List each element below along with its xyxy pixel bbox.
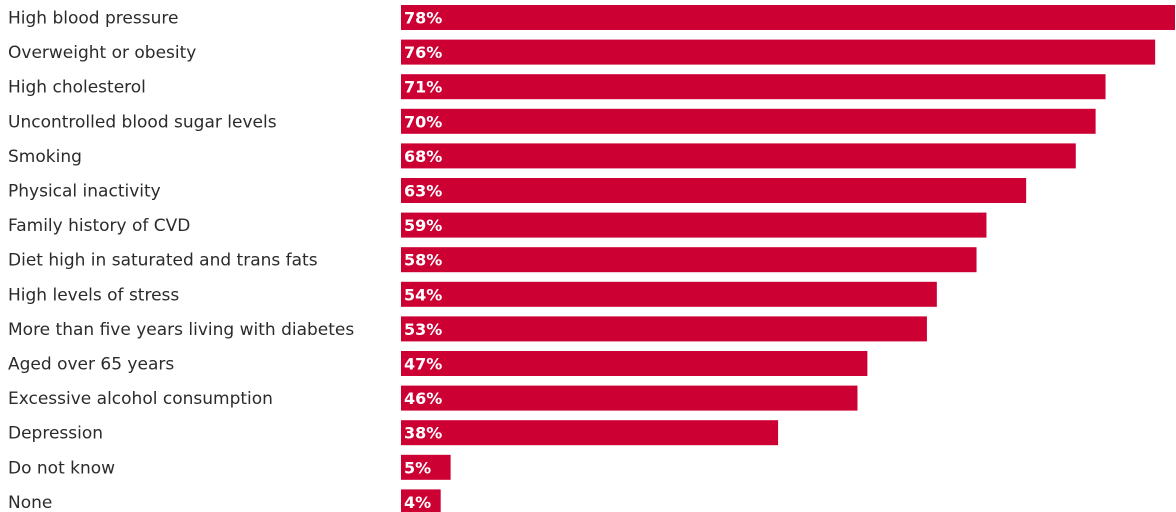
bar [401,489,441,512]
bar [401,39,1156,65]
value-label: 4% [404,493,431,512]
bar [401,281,937,307]
bar [401,178,1027,203]
bars: 78% 76% 71% 70% 68% 63% 59% 58% 54% 53% 47% 46% 38% 5… [401,5,1175,512]
category-label: More than five years living with diabete… [8,320,354,340]
bar [401,351,868,376]
category-label: Aged over 65 years [8,355,174,375]
category-label: High blood pressure [8,9,178,29]
bar [401,143,1076,169]
value-label: 68% [404,147,442,166]
category-label: Uncontrolled blood sugar levels [8,112,277,132]
category-label: High cholesterol [8,78,146,98]
category-label: Family history of CVD [8,216,190,236]
value-label: 59% [404,216,442,235]
category-labels: High blood pressure Overweight or obesity… [8,9,354,512]
value-label: 5% [404,458,431,477]
category-label: Physical inactivity [8,182,161,202]
value-label: 47% [404,355,442,374]
value-label: 53% [404,320,442,339]
category-label: Overweight or obesity [8,43,196,63]
value-label: 46% [404,389,442,408]
bar [401,108,1096,134]
value-label: 78% [404,9,442,28]
category-label: Excessive alcohol consumption [8,389,273,409]
bar [401,385,858,411]
category-label: None [8,493,52,512]
value-label: 58% [404,251,442,270]
bar [401,316,927,342]
value-label: 38% [404,424,442,443]
category-label: Diet high in saturated and trans fats [8,251,318,271]
bar [401,212,987,238]
bar [401,454,451,480]
bar [401,5,1175,30]
category-label: Depression [8,424,103,444]
bar [401,247,977,273]
category-label: Do not know [8,458,115,478]
bar [401,420,779,446]
value-label: 54% [404,285,442,304]
category-label: Smoking [8,147,82,167]
bar [401,74,1106,100]
value-label: 71% [404,78,442,97]
value-label: 63% [404,182,442,201]
category-label: High levels of stress [8,285,179,305]
value-label: 70% [404,112,442,131]
value-label: 76% [404,43,442,62]
